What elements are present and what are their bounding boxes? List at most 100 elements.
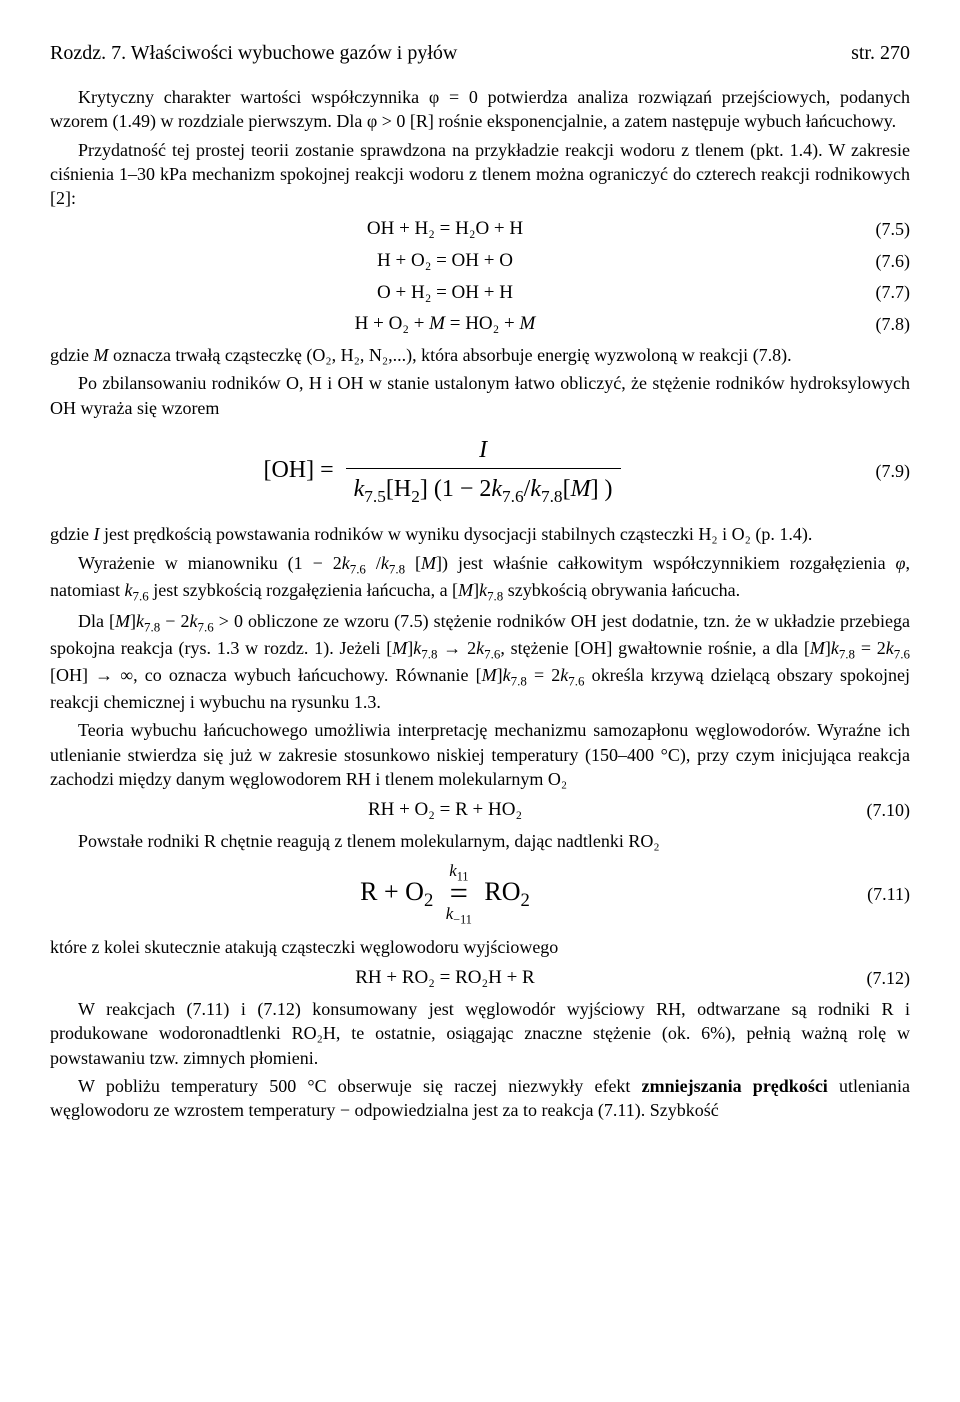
sub: 7.8 xyxy=(144,620,160,635)
text: , stężenie [OH] gwałtownie rośnie, a dla… xyxy=(500,638,810,658)
text: jest prędkością powstawania rodników w w… xyxy=(99,524,812,544)
symbol-M: M xyxy=(115,611,130,631)
text: − 2 xyxy=(160,611,189,631)
equation-body: RH + RO₂ = RO₂H + R xyxy=(50,965,840,991)
symbol-k: k xyxy=(831,638,839,658)
eq-numerator: I xyxy=(479,437,487,463)
equation-7-12: RH + RO₂ = RO₂H + R (7.12) xyxy=(50,965,910,991)
equation-number: (7.5) xyxy=(840,217,910,241)
sub: 7.8 xyxy=(839,647,855,662)
symbol-phi: φ xyxy=(896,553,906,573)
text: [OH] → ∞, co oznacza wybuch łańcuchowy. … xyxy=(50,665,482,685)
text: → 2 xyxy=(438,638,477,658)
fraction: I k7.5[H2] (1 − 2k7.6/k7.8[M] ) xyxy=(346,434,621,509)
text: oznacza trwałą cząsteczkę (O₂, H₂, N₂,..… xyxy=(108,345,791,365)
eq-symbol-k: k xyxy=(530,476,541,502)
symbol-k: k xyxy=(503,665,511,685)
sub: 7.6 xyxy=(133,588,149,603)
symbol-k: k xyxy=(190,611,198,631)
eq-sub: −11 xyxy=(453,912,472,926)
text: Dla [ xyxy=(78,611,115,631)
symbol-k: k xyxy=(125,580,133,600)
sub: 7.8 xyxy=(487,588,503,603)
text: / xyxy=(366,553,381,573)
eq-symbol-M: M xyxy=(571,476,591,502)
equation-7-10: RH + O₂ = R + HO₂ (7.10) xyxy=(50,797,910,823)
sub: 7.8 xyxy=(389,561,405,576)
equation-number: (7.8) xyxy=(840,312,910,336)
text: jest szybkością rozgałęzienia łańcucha, … xyxy=(149,580,458,600)
eq-symbol-M: M xyxy=(520,313,536,334)
eq-text: R + O xyxy=(360,877,424,906)
eq-sub: 2 xyxy=(424,890,433,911)
paragraph: Teoria wybuchu łańcuchowego umożliwia in… xyxy=(50,718,910,791)
equals-sign: = xyxy=(446,883,472,906)
symbol-M: M xyxy=(482,665,497,685)
equation-body: RH + O₂ = R + HO₂ xyxy=(50,797,840,823)
paragraph: W reakcjach (7.11) i (7.12) konsumowany … xyxy=(50,997,910,1070)
sub: 7.6 xyxy=(568,674,584,689)
text: ]) jest właśnie całkowitym współczynniki… xyxy=(436,553,896,573)
eq-sub: 7.5 xyxy=(364,487,386,506)
eq-sub: 2 xyxy=(520,890,529,911)
eq-symbol-M: M xyxy=(429,313,445,334)
sub: 7.8 xyxy=(511,674,527,689)
equation-7-5: OH + H₂ = H₂O + H (7.5) xyxy=(50,216,910,242)
text: Wyrażenie w mianowniku (1 − 2 xyxy=(78,553,342,573)
eq-lhs: [OH] = xyxy=(263,457,333,483)
text: gdzie xyxy=(50,345,93,365)
eq-symbol-k: k xyxy=(354,476,365,502)
paragraph: które z kolei skutecznie atakują cząstec… xyxy=(50,935,910,959)
sub: 7.6 xyxy=(484,647,500,662)
paragraph: Po zbilansowaniu rodników O, H i OH w st… xyxy=(50,371,910,420)
equation-body: [OH] = I k7.5[H2] (1 − 2k7.6/k7.8[M] ) xyxy=(50,434,840,509)
equation-body: H + O₂ + M = HO₂ + M xyxy=(50,311,840,337)
eq-sub: 7.6 xyxy=(502,487,524,506)
chapter-title: Rozdz. 7. Właściwości wybuchowe gazów i … xyxy=(50,40,457,67)
equation-7-6: H + O₂ = OH + O (7.6) xyxy=(50,248,910,274)
paragraph: Powstałe rodniki R chętnie reagują z tle… xyxy=(50,829,910,853)
symbol-k: k xyxy=(886,638,894,658)
eq-sub: 7.8 xyxy=(541,487,563,506)
equation-7-8: H + O₂ + M = HO₂ + M (7.8) xyxy=(50,311,910,337)
eq-sub: 2 xyxy=(411,487,420,506)
symbol-M: M xyxy=(392,638,407,658)
equation-number: (7.12) xyxy=(840,966,910,990)
eq-text: [ xyxy=(563,476,571,502)
paragraph: Wyrażenie w mianowniku (1 − 2k7.6 /k7.8 … xyxy=(50,551,910,605)
text: W pobliżu temperatury 500 °C obserwuje s… xyxy=(78,1076,642,1096)
eq-equilibrium: k11 = k−11 xyxy=(446,863,472,925)
paragraph: Krytyczny charakter wartości współczynni… xyxy=(50,85,910,134)
eq-text: H + O₂ + xyxy=(355,313,430,334)
eq-text: RO xyxy=(484,877,520,906)
equation-number: (7.7) xyxy=(840,280,910,304)
text: = 2 xyxy=(527,665,560,685)
equation-number: (7.11) xyxy=(840,882,910,906)
eq-text: [H xyxy=(386,476,411,502)
equation-number: (7.9) xyxy=(840,459,910,483)
symbol-k: k xyxy=(136,611,144,631)
paragraph: gdzie I jest prędkością powstawania rodn… xyxy=(50,522,910,546)
eq-denominator: k7.5[H2] (1 − 2k7.6/k7.8[M] ) xyxy=(346,468,621,508)
equation-7-9: [OH] = I k7.5[H2] (1 − 2k7.6/k7.8[M] ) (… xyxy=(50,434,910,509)
symbol-k: k xyxy=(342,553,350,573)
paragraph: gdzie M oznacza trwałą cząsteczkę (O₂, H… xyxy=(50,343,910,367)
symbol-k: k xyxy=(381,553,389,573)
equation-7-11: R + O2 k11 = k−11 RO2 (7.11) xyxy=(50,863,910,925)
eq-symbol-k: k xyxy=(491,476,502,502)
paragraph: Dla [M]k7.8 − 2k7.6 > 0 obliczone ze wzo… xyxy=(50,609,910,715)
bold-text: zmniejszania prędkości xyxy=(642,1076,828,1096)
equation-body: R + O2 k11 = k−11 RO2 xyxy=(50,863,840,925)
equation-7-7: O + H₂ = OH + H (7.7) xyxy=(50,280,910,306)
eq-text: = HO₂ + xyxy=(445,313,520,334)
equation-body: O + H₂ = OH + H xyxy=(50,280,840,306)
text: [ xyxy=(405,553,421,573)
symbol-M: M xyxy=(810,638,825,658)
equation-body: H + O₂ = OH + O xyxy=(50,248,840,274)
paragraph: Przydatność tej prostej teorii zostanie … xyxy=(50,138,910,211)
symbol-k: k xyxy=(476,638,484,658)
paragraph: W pobliżu temperatury 500 °C obserwuje s… xyxy=(50,1074,910,1123)
text: szybkością obrywania łańcucha. xyxy=(503,580,740,600)
symbol-M: M xyxy=(93,345,108,365)
symbol-M: M xyxy=(458,580,473,600)
